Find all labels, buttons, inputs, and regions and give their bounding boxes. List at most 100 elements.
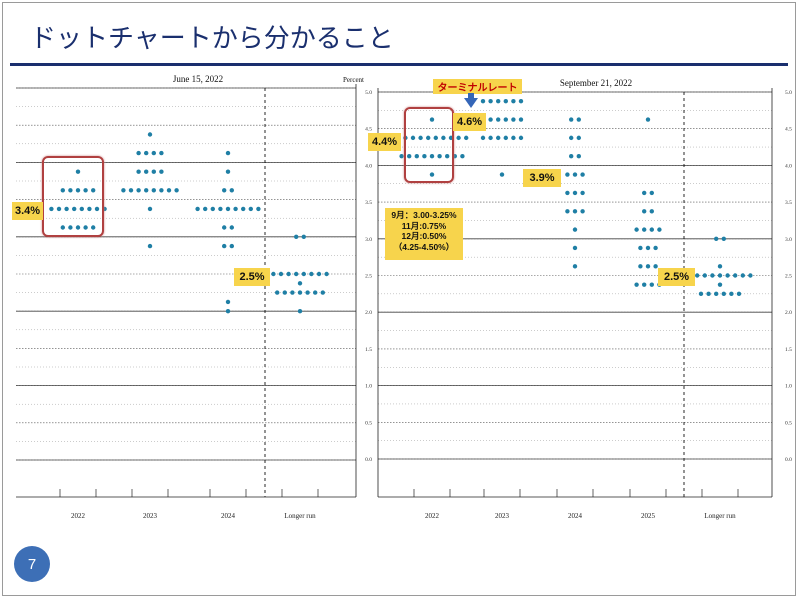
participant-dot	[645, 264, 651, 269]
participant-dot	[233, 206, 238, 212]
participant-dot	[437, 154, 442, 159]
participant-dot	[429, 117, 435, 122]
participant-dot	[94, 206, 100, 212]
participant-dot	[75, 225, 81, 230]
participant-dot	[301, 271, 306, 277]
participant-dot	[166, 188, 172, 193]
participant-dot	[569, 154, 574, 159]
participant-dot	[68, 225, 73, 230]
unit-label: Percent	[343, 76, 364, 84]
highlight-box-sept-2022	[404, 107, 454, 183]
participant-dot	[634, 227, 639, 232]
x-tick-label: 2022	[71, 512, 86, 520]
y-tick-label: 1.5	[365, 347, 372, 353]
participant-dot	[301, 234, 306, 239]
participant-dot	[313, 290, 318, 295]
participant-dot	[410, 135, 416, 141]
chart-title: September 21, 2022	[560, 78, 632, 88]
title-rule	[10, 63, 788, 66]
x-tick-label: 2025	[641, 512, 656, 520]
june-longer-run-label: 2.5%	[234, 268, 270, 286]
participant-dot	[441, 135, 446, 141]
sept-median-2024-label: 3.9%	[523, 169, 561, 187]
participant-dot	[151, 188, 156, 193]
participant-dot	[210, 206, 215, 212]
participant-dot	[218, 206, 223, 212]
x-tick-label: 2023	[143, 512, 158, 520]
participant-dot	[653, 264, 658, 269]
participant-dot	[222, 188, 227, 193]
participant-dot	[702, 273, 707, 278]
participant-dot	[91, 188, 96, 193]
participant-dot	[572, 245, 578, 251]
participant-dot	[496, 117, 501, 122]
participant-dot	[225, 169, 231, 174]
y-tick-label-right: 1.0	[785, 384, 792, 390]
participant-dot	[488, 135, 493, 141]
participant-dot	[159, 169, 164, 174]
participant-dot	[248, 206, 253, 212]
participant-dot	[147, 132, 153, 137]
participant-dot	[83, 188, 88, 193]
participant-dot	[511, 135, 516, 141]
participant-dot	[714, 291, 719, 297]
participant-dot	[121, 188, 126, 193]
note-line: 12月:0.50%	[401, 231, 447, 241]
page-number: 7	[14, 546, 50, 582]
sept-median-2023-label: 4.6%	[453, 113, 486, 131]
participant-dot	[569, 117, 574, 122]
participant-dot	[565, 172, 570, 177]
y-tick-label: 3.0	[365, 237, 372, 243]
participant-dot	[91, 225, 96, 230]
participant-dot	[79, 206, 85, 212]
participant-dot	[657, 227, 662, 232]
participant-dot	[422, 154, 427, 159]
terminal-rate-label: ターミナルレート	[433, 79, 522, 94]
y-tick-label: 1.0	[365, 384, 372, 390]
participant-dot	[733, 273, 738, 278]
participant-dot	[256, 206, 261, 212]
participant-dot	[456, 135, 461, 141]
participant-dot	[159, 150, 164, 156]
y-tick-label-right: 2.5	[785, 274, 792, 280]
participant-dot	[721, 291, 726, 297]
participant-dot	[503, 135, 508, 141]
participant-dot	[729, 291, 734, 297]
terminal-arrow-stem	[468, 93, 474, 99]
participant-dot	[225, 309, 231, 314]
rate-hike-notes: 9月：3.00-3.25% 11月:0.75% 12月:0.50% （4.25-…	[385, 208, 463, 260]
participant-dot	[128, 188, 134, 193]
participant-dot	[736, 291, 742, 297]
participant-dot	[576, 154, 581, 159]
x-tick-label: 2024	[568, 512, 583, 520]
y-tick-label-right: 5.0	[785, 90, 792, 96]
participant-dot	[572, 227, 578, 232]
x-tick-label: Longer run	[704, 512, 736, 520]
terminal-arrow-icon	[464, 98, 478, 108]
june-median-2022-label: 3.4%	[12, 202, 43, 220]
participant-dot	[503, 98, 508, 104]
participant-dot	[275, 290, 280, 295]
participant-dot	[569, 135, 574, 141]
slide-title: ドットチャートから分かること	[30, 24, 394, 54]
participant-dot	[717, 282, 723, 287]
participant-dot	[144, 188, 149, 193]
participant-dot	[229, 188, 234, 193]
participant-dot	[638, 264, 643, 269]
participant-dot	[64, 206, 69, 212]
participant-dot	[290, 290, 295, 295]
participant-dot	[717, 264, 723, 269]
participant-dot	[499, 172, 505, 177]
x-tick-label: 2023	[495, 512, 510, 520]
y-tick-label-right: 0.0	[785, 457, 792, 463]
participant-dot	[225, 206, 231, 212]
participant-dot	[740, 273, 745, 278]
chart-title: June 15, 2022	[173, 74, 223, 84]
participant-dot	[480, 98, 486, 104]
participant-dot	[580, 172, 585, 177]
participant-dot	[147, 206, 153, 212]
participant-dot	[580, 190, 585, 196]
participant-dot	[414, 154, 419, 159]
participant-dot	[136, 150, 141, 156]
